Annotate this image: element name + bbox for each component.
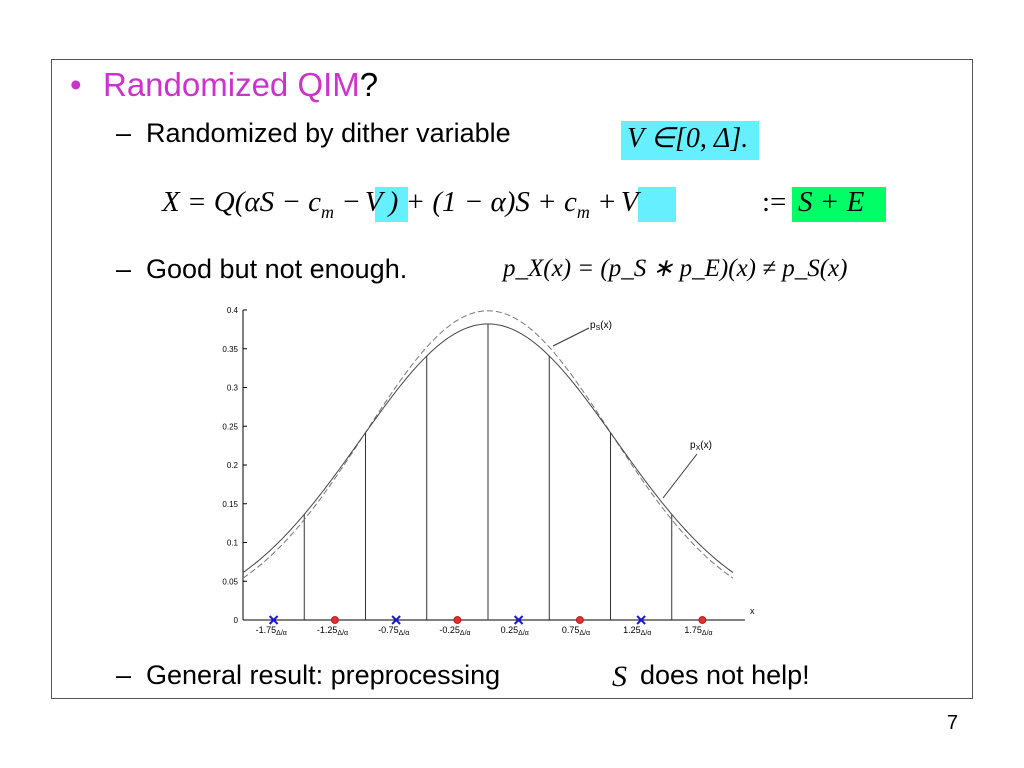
y-tick-label: 0.35 <box>222 345 238 354</box>
marker-circle <box>575 616 584 624</box>
marker-circle <box>698 616 707 624</box>
y-tick-label: 0.05 <box>222 577 238 586</box>
y-tick-label: 0.4 <box>227 306 239 315</box>
x-marker-label: 0.25Δ/α <box>501 625 529 637</box>
eq-part-c: ) + (1 − α)S + c <box>388 186 577 218</box>
y-tick-label: 0.3 <box>227 384 239 393</box>
annotation-ps-arrow <box>552 327 590 347</box>
marker-cross <box>636 615 646 625</box>
chart-markers <box>268 615 707 625</box>
sub2-dash: – <box>116 254 132 284</box>
title-colored: Randomized QIM <box>103 66 360 103</box>
page-number: 7 <box>946 712 958 734</box>
marker-circle <box>330 616 339 624</box>
marker-cross <box>391 615 401 625</box>
annotation-ps-label: pS(x) <box>590 320 612 332</box>
title-bullet: • <box>70 66 82 103</box>
sub3-text-b: does not help! <box>640 660 810 690</box>
eq-v-2: V <box>620 186 639 218</box>
x-marker-label: 0.75Δ/α <box>562 625 590 637</box>
x-axis-label: x <box>750 606 755 616</box>
density-curve-px <box>242 323 734 573</box>
y-tick-label: 0.1 <box>227 539 239 548</box>
eq-part-b: − <box>334 186 361 218</box>
main-equation: X = Q(αS − cm − V) + (1 − α)S + cm + V <box>162 186 638 223</box>
dither-range-math: V ∈[0, Δ]. <box>627 123 749 154</box>
x-marker-label: -1.75Δ/α <box>256 625 287 637</box>
chart-curves <box>242 310 734 579</box>
eq-s-plus-e: S + E <box>798 186 865 218</box>
sub3-text-a: General result: preprocessing <box>146 660 501 690</box>
density-chart: 0 0.05 0.1 0.15 0.2 0.25 0.3 0.35 0.4 x -1.75Δ/α -… <box>222 306 755 637</box>
annotation-px-arrow <box>662 453 698 499</box>
chart-axes: 0 0.05 0.1 0.15 0.2 0.25 0.3 0.35 0.4 x <box>222 306 755 625</box>
eq-part-d: + <box>589 186 617 218</box>
sub2-text: Good but not enough. <box>146 254 408 284</box>
x-marker-label: 1.75Δ/α <box>684 625 712 637</box>
density-curve-ps <box>242 310 734 579</box>
slide-frame <box>51 59 973 699</box>
y-tick-label: 0.15 <box>222 500 238 509</box>
x-marker-label: -0.75Δ/α <box>378 625 409 637</box>
marker-cross <box>268 615 279 625</box>
title-question-mark: ? <box>359 66 379 103</box>
dither-range-highlight <box>621 121 759 160</box>
x-marker-label: -0.25Δ/α <box>439 625 470 637</box>
slide-title: Randomized QIM? <box>103 66 378 104</box>
eq-part-a: X = Q(αS − c <box>162 186 322 218</box>
sub3-dash: – <box>116 660 132 690</box>
y-tick-label: 0.25 <box>222 422 238 431</box>
eq-v-1: V <box>364 186 383 218</box>
density-equation: p_X(x) = (p_S ∗ p_E)(x) ≠ p_S(x) <box>503 255 848 282</box>
sub3-math-s: S <box>612 660 627 693</box>
eq-v-highlight-2 <box>638 187 676 222</box>
marker-circle <box>453 616 462 624</box>
eq-se-highlight <box>792 187 886 222</box>
eq-sub-m-2: m <box>576 201 590 222</box>
x-marker-label: -1.25Δ/α <box>317 625 348 637</box>
chart-stems <box>303 323 673 620</box>
eq-v-highlight-1 <box>375 187 408 222</box>
sub1-dash: – <box>116 118 132 148</box>
annotation-px-label: pX(x) <box>690 440 712 452</box>
eq-sub-m-1: m <box>321 201 335 222</box>
eq-assign: := <box>762 186 787 218</box>
y-tick-label: 0.2 <box>227 461 239 470</box>
sub1-text: Randomized by dither variable <box>146 118 511 148</box>
marker-cross <box>513 615 524 625</box>
y-tick-label: 0 <box>234 616 239 625</box>
x-marker-label: 1.25Δ/α <box>623 625 651 637</box>
